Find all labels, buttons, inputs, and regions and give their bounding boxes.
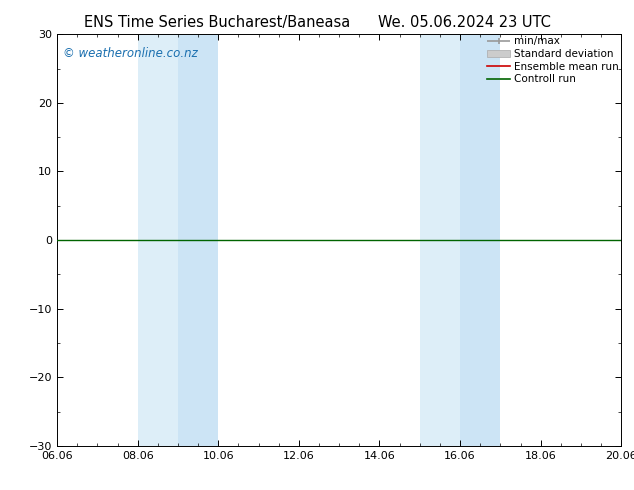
Bar	[138, 34, 178, 446]
Bar	[178, 34, 218, 446]
Bar	[420, 34, 460, 446]
Legend: min/max, Standard deviation, Ensemble mean run, Controll run: min/max, Standard deviation, Ensemble me…	[488, 36, 619, 84]
Text: © weatheronline.co.nz: © weatheronline.co.nz	[63, 47, 197, 60]
Bar	[460, 34, 500, 446]
Text: ENS Time Series Bucharest/Baneasa      We. 05.06.2024 23 UTC: ENS Time Series Bucharest/Baneasa We. 05…	[84, 15, 550, 30]
